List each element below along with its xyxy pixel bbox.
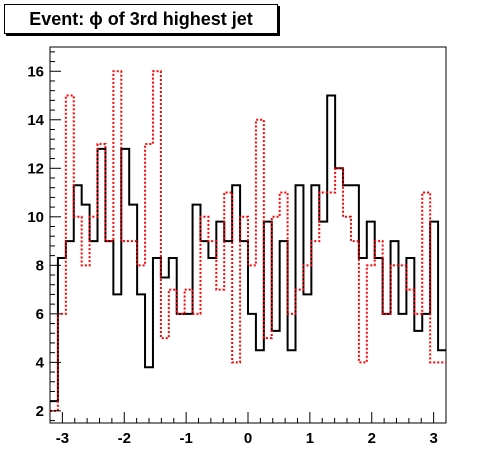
x-tick-label: 2	[368, 430, 376, 447]
chart-title: Event: ϕ of 3rd highest jet	[4, 4, 278, 34]
x-tick-label: -1	[179, 430, 192, 447]
x-tick-label: -2	[118, 430, 131, 447]
y-tick-label: 10	[27, 209, 44, 226]
y-tick-label: 2	[36, 403, 44, 420]
y-tick-label: 12	[27, 160, 44, 177]
x-tick-label: -3	[56, 430, 69, 447]
x-tick-label: 0	[244, 430, 252, 447]
plot-frame	[49, 46, 447, 424]
series-1-line	[50, 70, 446, 412]
y-tick-label: 8	[36, 257, 44, 274]
y-tick-label: 4	[36, 354, 45, 371]
series-0-line	[50, 94, 446, 403]
y-tick-label: 6	[36, 306, 44, 323]
x-tick-label: 1	[306, 430, 314, 447]
y-tick-label: 14	[27, 112, 44, 129]
series-layer	[50, 70, 446, 412]
y-tick-label: 16	[27, 63, 44, 80]
x-tick-label: 3	[429, 430, 437, 447]
